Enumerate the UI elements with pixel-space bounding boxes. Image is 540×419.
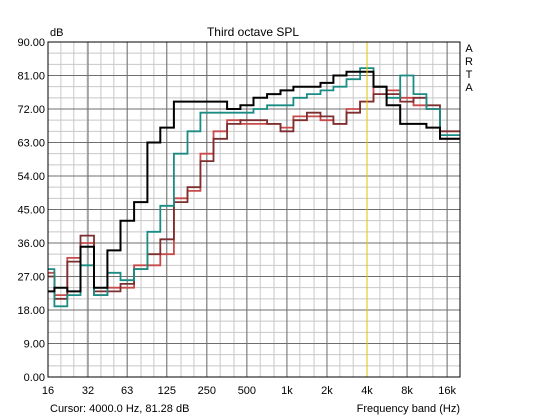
x-tick-label: 250 bbox=[198, 385, 216, 397]
side-letter: A bbox=[465, 43, 473, 55]
y-tick-label: 63.00 bbox=[17, 138, 45, 150]
series-layer bbox=[48, 67, 460, 308]
major-grid bbox=[47, 41, 460, 378]
x-tick-label: 4k bbox=[361, 385, 373, 397]
y-tick-labels: 0.00 9.00 18.00 27.00 36.00 45.00 54.00 63.00 72… bbox=[17, 37, 45, 384]
x-axis-label: Frequency band (Hz) bbox=[357, 403, 460, 415]
x-tick-label: 500 bbox=[238, 385, 256, 397]
y-tick-label: 0.00 bbox=[24, 372, 45, 384]
side-letter: A bbox=[465, 82, 473, 94]
y-tick-label: 36.00 bbox=[17, 238, 45, 250]
y-tick-label: 45.00 bbox=[17, 205, 45, 217]
y-tick-label: 90.00 bbox=[17, 37, 45, 49]
series-line-4 bbox=[48, 85, 460, 296]
y-axis-label: dB bbox=[50, 27, 63, 39]
y-tick-label: 27.00 bbox=[17, 272, 45, 284]
x-tick-label: 8k bbox=[401, 385, 413, 397]
cursor-readout: Cursor: 4000.0 Hz, 81.28 dB bbox=[50, 403, 189, 415]
y-tick-label: 81.00 bbox=[17, 71, 45, 83]
y-tick-label: 18.00 bbox=[17, 305, 45, 317]
series-line-1 bbox=[48, 70, 460, 293]
x-tick-label: 63 bbox=[121, 385, 133, 397]
x-tick-labels: 16 32 63 125 250 500 1k 2k 4k 8k 16k bbox=[42, 385, 457, 397]
x-tick-label: 1k bbox=[281, 385, 293, 397]
x-tick-label: 32 bbox=[82, 385, 94, 397]
y-tick-label: 72.00 bbox=[17, 104, 45, 116]
series-line-3 bbox=[48, 93, 460, 300]
x-tick-label: 2k bbox=[321, 385, 333, 397]
x-tick-label: 16 bbox=[42, 385, 54, 397]
chart-title: Third octave SPL bbox=[207, 25, 299, 39]
y-tick-label: 54.00 bbox=[17, 171, 45, 183]
plot-frame bbox=[47, 41, 461, 378]
x-tick-label: 16k bbox=[438, 385, 456, 397]
side-letter: R bbox=[465, 56, 473, 68]
y-tick-label: 9.00 bbox=[24, 339, 45, 351]
side-letter: T bbox=[466, 69, 473, 81]
x-tick-label: 125 bbox=[158, 385, 176, 397]
